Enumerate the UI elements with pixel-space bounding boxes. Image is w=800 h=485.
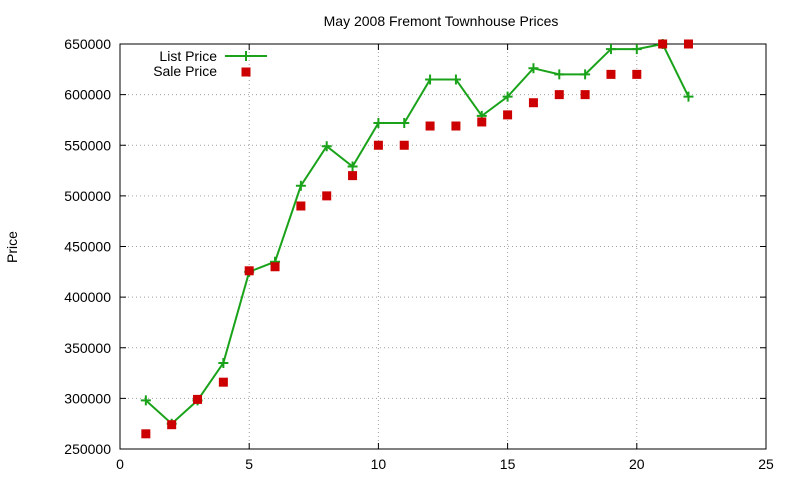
y-tick-label: 600000 — [64, 87, 111, 103]
data-point-list-price — [321, 141, 332, 152]
legend-label-sale-price: Sale Price — [153, 63, 217, 79]
data-point-list-price — [554, 69, 565, 80]
data-point-sale-price — [193, 394, 203, 404]
data-point-sale-price — [218, 377, 228, 387]
data-point-list-price — [347, 161, 358, 172]
data-point-sale-price — [270, 262, 280, 272]
x-tick-label: 25 — [758, 456, 774, 472]
data-point-sale-price — [322, 191, 332, 201]
data-point-list-price — [528, 63, 539, 74]
legend-marker-list-price — [241, 51, 251, 61]
x-tick-label: 0 — [116, 456, 124, 472]
y-axis-label: Price — [4, 231, 20, 263]
y-tick-label: 250000 — [64, 441, 111, 457]
data-point-list-price — [580, 69, 591, 80]
y-tick-label: 550000 — [64, 137, 111, 153]
y-tick-label: 500000 — [64, 188, 111, 204]
data-point-sale-price — [528, 98, 538, 108]
data-point-sale-price — [606, 69, 616, 79]
data-point-list-price — [140, 395, 151, 406]
series-0 — [140, 39, 694, 429]
data-point-sale-price — [425, 121, 435, 131]
data-point-sale-price — [477, 117, 487, 127]
y-tick-label: 450000 — [64, 239, 111, 255]
chart-title: May 2008 Fremont Townhouse Prices — [324, 13, 559, 29]
data-point-list-price — [218, 357, 229, 368]
y-tick-label: 400000 — [64, 289, 111, 305]
data-point-sale-price — [554, 90, 564, 100]
legend-marker-sale-price — [241, 67, 251, 77]
x-tick-label: 5 — [245, 456, 253, 472]
data-point-list-price — [295, 180, 306, 191]
y-tick-label: 300000 — [64, 390, 111, 406]
data-point-list-price — [631, 44, 642, 55]
data-point-list-price — [399, 117, 410, 128]
x-tick-label: 10 — [371, 456, 387, 472]
legend-label-list-price: List Price — [159, 48, 217, 64]
legend: List Price Sale Price — [153, 48, 267, 79]
data-point-sale-price — [683, 39, 693, 49]
data-point-sale-price — [503, 110, 513, 120]
data-point-sale-price — [373, 140, 383, 150]
data-point-sale-price — [141, 429, 151, 439]
data-point-list-price — [373, 117, 384, 128]
data-point-sale-price — [296, 201, 306, 211]
data-point-sale-price — [244, 266, 254, 276]
series-layer — [140, 39, 694, 439]
x-tick-label: 20 — [629, 456, 645, 472]
data-point-sale-price — [451, 121, 461, 131]
data-point-list-price — [502, 91, 513, 102]
series-1 — [141, 39, 693, 439]
series-line-list-price — [145, 42, 690, 426]
data-point-list-price — [605, 44, 616, 55]
data-point-sale-price — [580, 90, 590, 100]
ticks-layer: 0 5 10 15 20 25 250000 300000 350000 400000 450000… — [64, 36, 774, 472]
grid-layer — [120, 44, 766, 449]
data-point-sale-price — [348, 171, 358, 181]
data-point-list-price — [450, 74, 461, 85]
data-point-sale-price — [658, 39, 668, 49]
x-tick-label: 15 — [500, 456, 516, 472]
data-point-list-price — [425, 74, 436, 85]
data-point-list-price — [683, 91, 694, 102]
y-tick-label: 650000 — [64, 36, 111, 52]
data-point-sale-price — [399, 140, 409, 150]
data-point-sale-price — [167, 420, 177, 430]
data-point-sale-price — [632, 69, 642, 79]
y-tick-label: 350000 — [64, 340, 111, 356]
